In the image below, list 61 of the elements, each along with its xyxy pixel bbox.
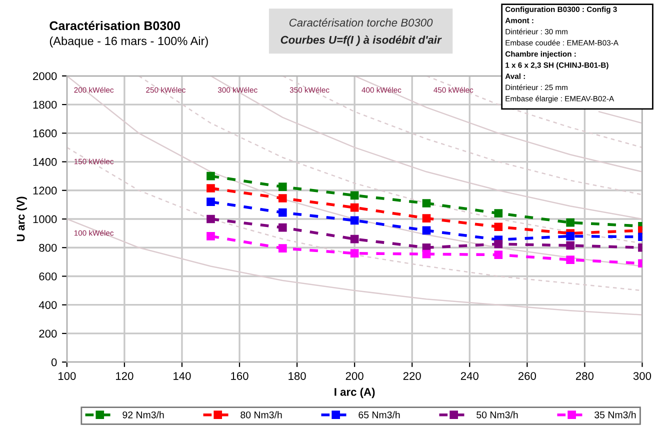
x-tick-label: 240 <box>460 372 478 380</box>
legend-label: 35 Nm3/h <box>594 411 636 418</box>
x-tick-label: 280 <box>576 372 594 380</box>
y-tick-label: 800 <box>39 244 57 252</box>
x-tick-label: 220 <box>403 372 421 380</box>
x-tick-label: 100 <box>58 372 76 380</box>
point <box>566 218 574 227</box>
y-tick-label: 1400 <box>33 158 57 166</box>
point <box>566 256 574 264</box>
x-tick-label: 300 <box>633 372 652 380</box>
point <box>206 214 215 224</box>
chart-title: Caractérisation B0300 <box>50 20 180 30</box>
point <box>350 203 359 212</box>
point <box>278 223 287 232</box>
y-tick-label: 400 <box>38 301 57 309</box>
y-tick-label: 1200 <box>33 186 57 195</box>
point <box>278 194 287 202</box>
x-tick-label: 160 <box>231 372 248 380</box>
point <box>494 250 503 259</box>
point <box>566 241 574 250</box>
text: Caractérisation torche B0300 <box>289 18 433 27</box>
y-tick-label: 1800 <box>33 100 57 109</box>
point <box>350 234 359 244</box>
point <box>422 214 431 222</box>
point <box>206 184 215 192</box>
y-tick-label: 1600 <box>33 129 57 138</box>
point <box>206 172 215 180</box>
point <box>494 209 503 218</box>
y-tick-label: 1000 <box>33 215 57 224</box>
line-series <box>66 218 642 316</box>
y-tick-label: 200 <box>39 330 57 338</box>
point <box>566 232 574 240</box>
legend-label: 50 Nm3/h <box>476 411 518 418</box>
point <box>206 198 215 206</box>
y-tick-label: 0 <box>51 358 57 366</box>
x-tick-label: 140 <box>174 372 191 380</box>
point <box>494 222 503 232</box>
text: Courbes U=f(I ) à isodébit d'air <box>280 36 442 46</box>
point <box>350 191 359 200</box>
x-axis-title: I arc (A) <box>334 388 375 398</box>
y-tick-label: 2000 <box>33 72 57 80</box>
point <box>206 232 215 240</box>
x-tick-label: 180 <box>288 372 306 380</box>
point <box>422 250 431 258</box>
point <box>278 244 287 252</box>
x-tick-label: 260 <box>518 372 536 380</box>
y-axis-title: U arc (V) <box>16 196 27 242</box>
y-tick-label: 600 <box>39 272 57 280</box>
point <box>494 240 503 248</box>
legend-label: 80 Nm3/h <box>240 411 282 418</box>
point <box>278 182 287 191</box>
chart-subtitle: (Abaque - 16 mars - 100% Air) <box>50 36 208 48</box>
x-tick-label: 200 <box>346 372 364 380</box>
point <box>422 199 431 208</box>
point <box>350 249 359 258</box>
legend-label: 92 Nm3/h <box>122 411 164 418</box>
legend-label: 65 Nm3/h <box>358 411 400 418</box>
point <box>422 226 431 235</box>
x-tick-label: 120 <box>116 372 134 380</box>
point <box>278 208 287 217</box>
point <box>350 216 359 225</box>
